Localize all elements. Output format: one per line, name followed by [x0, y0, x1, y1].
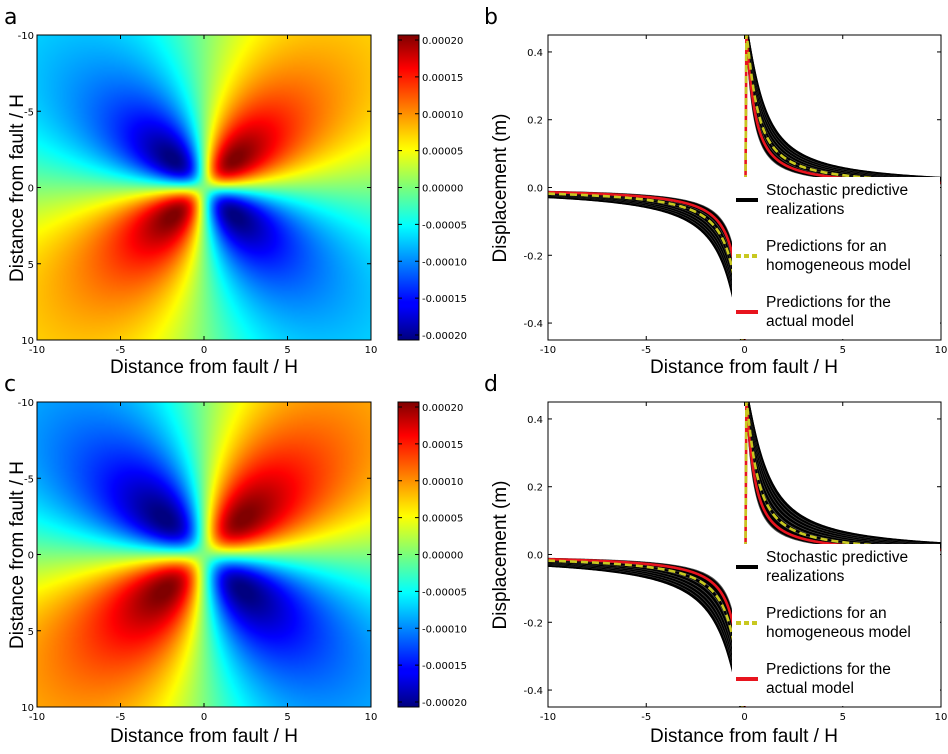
ytick-label: 0.4 [527, 415, 543, 426]
xtick-label: -5 [641, 345, 651, 356]
ytick-label: -5 [24, 474, 34, 485]
ytick-label: 0.0 [527, 184, 543, 195]
ytick-label: -0.2 [523, 251, 543, 262]
xlabel-c: Distance from fault / H [110, 726, 298, 747]
panel-letter-d: d [484, 372, 498, 397]
panel-letter-b: b [484, 5, 498, 30]
ytick-label: -0.4 [523, 319, 543, 330]
legend-label: Stochastic predictive [766, 182, 908, 199]
colorbar-tick-label: 0.00010 [422, 477, 463, 488]
ytick-label: 5 [28, 627, 34, 638]
xtick-label: 5 [840, 345, 846, 356]
ytick-label: 5 [28, 260, 34, 271]
legend-label: Predictions for an [766, 605, 887, 622]
legend-label: homogeneous model [766, 624, 911, 641]
ylabel-d: Displacement (m) [490, 481, 511, 630]
legend-label: Stochastic predictive [766, 549, 908, 566]
legend-label: homogeneous model [766, 257, 911, 274]
colorbar-tick-label: -0.00010 [422, 257, 467, 268]
legend-label: Predictions for the [766, 661, 891, 678]
ylabel-b: Displacement (m) [490, 114, 511, 263]
ytick-label: -0.2 [523, 618, 543, 629]
ytick-label: -0.4 [523, 686, 543, 697]
line-panel-d: -10 -5 0 5 10 0.4 0.2 0.0 -0.2 -0.4 Distance from… [490, 401, 948, 747]
xtick-label: -10 [29, 345, 45, 356]
ylabel-c: Distance from fault / H [7, 461, 28, 649]
legend-label: Predictions for an [766, 238, 887, 255]
xtick-label: 10 [935, 345, 948, 356]
colorbar-tick-label: -0.00005 [422, 587, 467, 598]
ytick-label: -10 [18, 31, 34, 42]
legend-label: actual model [766, 680, 854, 697]
ytick-label: 0 [28, 184, 34, 195]
xtick-label: 5 [284, 712, 290, 723]
colorbar-tick-label: 0.00015 [422, 73, 463, 84]
xtick-label: 0 [201, 712, 207, 723]
colorbar-tick-label: 0.00020 [422, 36, 463, 47]
colorbar-tick-label: -0.00020 [422, 698, 467, 709]
legend-box [732, 544, 940, 706]
colorbar-tick-label: 0.00000 [422, 551, 463, 562]
colorbar-tick-label: -0.00020 [422, 331, 467, 342]
xtick-label: 10 [365, 345, 378, 356]
legend-label: realizations [766, 201, 845, 218]
colorbar-tick-label: -0.00005 [422, 220, 467, 231]
heatmap-image-a [37, 35, 371, 340]
xlabel-d: Distance from fault / H [650, 726, 838, 747]
panel-letter-a: a [4, 5, 17, 30]
xtick-label: -10 [540, 345, 556, 356]
legend-d: Stochastic predictive realizations Predict… [732, 544, 940, 706]
xtick-label: 10 [365, 712, 378, 723]
ytick-label: 10 [21, 336, 34, 347]
legend-box [732, 177, 940, 339]
line-panel-b: -10 -5 0 5 10 0.4 0.2 0.0 -0.2 -0.4 Distance from… [490, 34, 948, 378]
ytick-label: 0.2 [527, 116, 543, 127]
colorbar-tick-label: -0.00015 [422, 661, 467, 672]
xtick-label: 0 [741, 712, 747, 723]
ytick-label: 0.2 [527, 483, 543, 494]
colorbar-tick-label: -0.00015 [422, 294, 467, 305]
xlabel-a: Distance from fault / H [110, 357, 298, 378]
xtick-label: 5 [840, 712, 846, 723]
legend-label: actual model [766, 313, 854, 330]
panel-letter-c: c [4, 372, 16, 397]
xtick-label: 0 [201, 345, 207, 356]
colorbar-tick-label: 0.00010 [422, 110, 463, 121]
colorbar-tick-label: 0.00005 [422, 147, 463, 158]
xlabel-b: Distance from fault / H [650, 357, 838, 378]
ytick-label: -5 [24, 107, 34, 118]
xtick-label: -10 [29, 712, 45, 723]
xtick-label: -5 [641, 712, 651, 723]
xtick-label: 10 [935, 712, 948, 723]
ytick-label: 0 [28, 551, 34, 562]
colorbar-tick-label: 0.00000 [422, 184, 463, 195]
legend-label: realizations [766, 568, 845, 585]
colorbar-tick-label: 0.00015 [422, 440, 463, 451]
ytick-label: 0.0 [527, 551, 543, 562]
xtick-label: 5 [284, 345, 290, 356]
xtick-label: -5 [116, 712, 126, 723]
legend-label: Predictions for the [766, 294, 891, 311]
xtick-label: 0 [741, 345, 747, 356]
xtick-label: -5 [116, 345, 126, 356]
colorbar-tick-label: -0.00010 [422, 624, 467, 635]
ytick-label: 10 [21, 703, 34, 714]
xtick-label: -10 [540, 712, 556, 723]
colorbar-tick-label: 0.00020 [422, 403, 463, 414]
ytick-label: 0.4 [527, 48, 543, 59]
ytick-label: -10 [18, 398, 34, 409]
colorbar-tick-label: 0.00005 [422, 514, 463, 525]
heatmap-image-c [37, 402, 371, 707]
ylabel-a: Distance from fault / H [7, 94, 28, 282]
legend-b: Stochastic predictive realizations Predict… [732, 177, 940, 339]
